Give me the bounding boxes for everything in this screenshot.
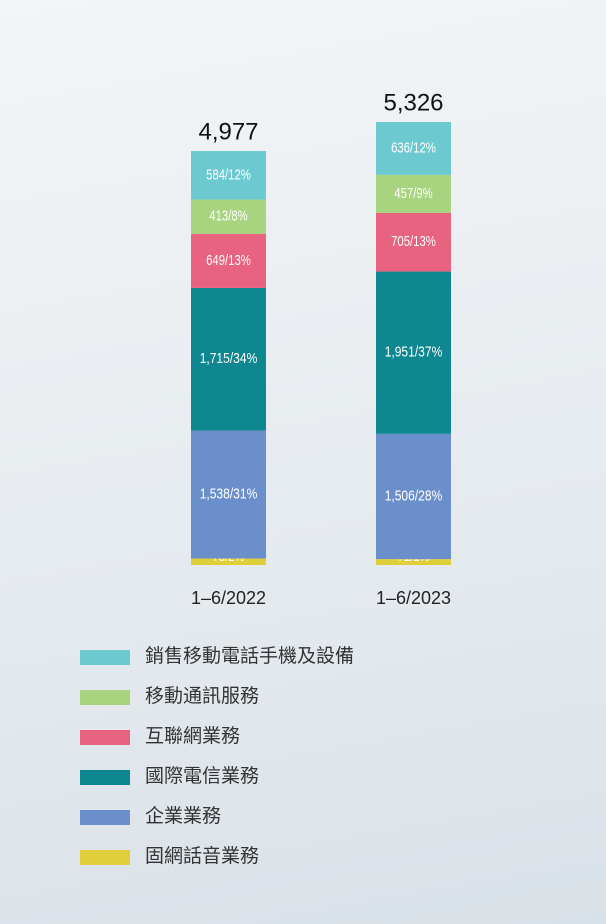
legend-swatch <box>80 850 130 865</box>
bar-segment <box>376 271 451 434</box>
legend-label: 國際電信業務 <box>145 765 259 787</box>
value-label: 584/12% <box>206 166 251 183</box>
legend-swatch <box>80 770 130 785</box>
bar-segment <box>376 122 451 175</box>
legend-label: 企業業務 <box>145 805 221 827</box>
legend-label: 銷售移動電話手機及設備 <box>145 645 354 667</box>
legend-swatch <box>80 650 130 665</box>
legend-label: 移動通訊服務 <box>145 685 259 707</box>
value-label: 457/9% <box>394 185 432 202</box>
bar-segment <box>376 174 451 213</box>
total-label: 4,977 <box>198 118 258 145</box>
bar-segment <box>376 559 451 565</box>
total-label: 5,326 <box>383 89 443 116</box>
value-label: 1,715/34% <box>200 350 258 367</box>
legend-label: 互聯網業務 <box>145 725 240 747</box>
bar-segment <box>191 558 266 565</box>
legend-swatch <box>80 810 130 825</box>
value-label: 1,951/37% <box>385 344 443 361</box>
x-tick-label: 1–6/2022 <box>191 588 266 608</box>
value-label: 705/13% <box>391 233 436 250</box>
bar-segment <box>191 287 266 431</box>
legend-label: 固網話音業務 <box>145 845 259 867</box>
bar-segment <box>376 212 451 272</box>
legend-swatch <box>80 730 130 745</box>
bar-segment <box>191 199 266 234</box>
value-label: 413/8% <box>209 208 247 225</box>
x-tick-label: 1–6/2023 <box>376 588 451 608</box>
value-label: 636/12% <box>391 139 436 156</box>
bar-segment <box>376 433 451 560</box>
bar-segment <box>191 151 266 200</box>
value-label: 1,506/28% <box>385 487 443 504</box>
value-label: 1,538/31% <box>200 486 258 503</box>
value-label: 649/13% <box>206 252 251 269</box>
bar-segment <box>191 430 266 559</box>
legend-swatch <box>80 690 130 705</box>
bar-segment <box>191 233 266 288</box>
